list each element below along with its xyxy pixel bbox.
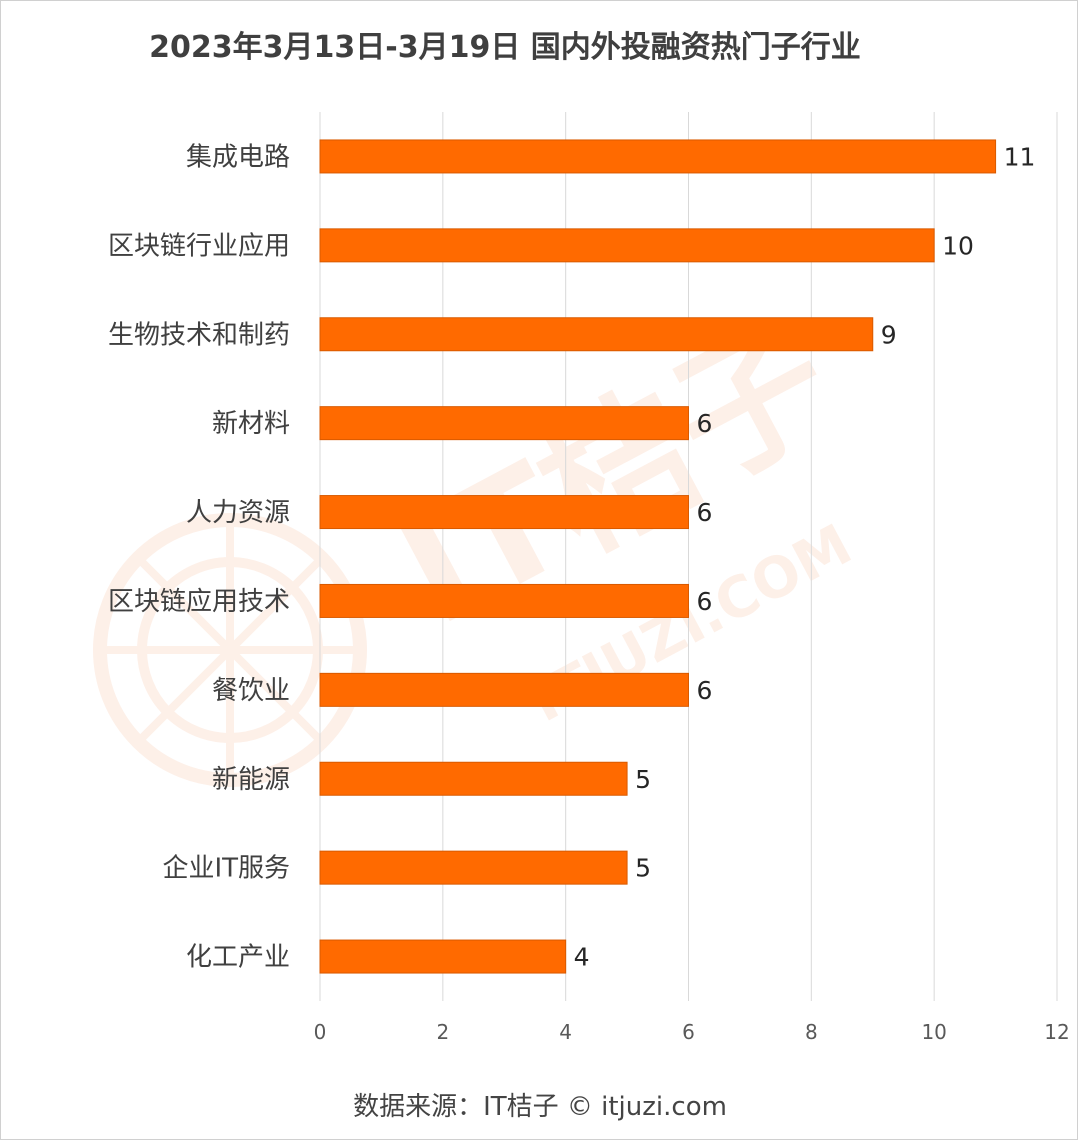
value-label: 10 (942, 231, 974, 260)
bar (319, 583, 689, 618)
x-tick-label: 0 (314, 1020, 327, 1044)
category-label: 餐饮业 (212, 676, 290, 706)
category-label: 区块链应用技术 (108, 587, 290, 617)
bar (319, 761, 628, 796)
category-label: 区块链行业应用 (108, 231, 290, 261)
value-label: 11 (1004, 142, 1036, 171)
x-tick-label: 2 (436, 1020, 449, 1044)
value-label: 6 (697, 676, 713, 705)
bar (319, 317, 874, 352)
bar (319, 939, 567, 974)
x-tick-label: 4 (559, 1020, 572, 1044)
x-tick-label: 10 (921, 1020, 946, 1044)
bar (319, 495, 689, 530)
value-label: 6 (697, 409, 713, 438)
value-label: 5 (635, 765, 651, 794)
bar (319, 406, 689, 441)
bar (319, 672, 689, 707)
category-label: 生物技术和制药 (108, 320, 290, 350)
x-tick-label: 6 (682, 1020, 695, 1044)
category-label: 新材料 (212, 409, 290, 439)
bar (319, 139, 997, 174)
bars (319, 139, 997, 974)
value-label: 4 (574, 943, 590, 972)
x-tick-label: 12 (1044, 1020, 1069, 1044)
category-label: 集成电路 (186, 142, 290, 172)
bar (319, 850, 628, 885)
bar (319, 228, 935, 263)
category-label: 新能源 (212, 765, 290, 795)
category-label: 人力资源 (186, 498, 290, 528)
value-label: 6 (697, 498, 713, 527)
value-label: 9 (881, 320, 897, 349)
category-label: 化工产业 (186, 943, 290, 973)
value-label: 6 (697, 587, 713, 616)
x-tick-label: 8 (805, 1020, 818, 1044)
value-label: 5 (635, 854, 651, 883)
labels: 0 2 4 6 8 10 12 集成电路 11 区块链行业应用 10 生物技术和制药 9 新材料 6 人力资源… (108, 142, 1070, 1044)
data-source-footer: 数据来源：IT桔子 © itjuzi.com (353, 1092, 727, 1122)
category-label: 企业IT服务 (162, 854, 290, 884)
chart-title: 2023年3月13日-3月19日 国内外投融资热门子行业 (149, 30, 861, 65)
